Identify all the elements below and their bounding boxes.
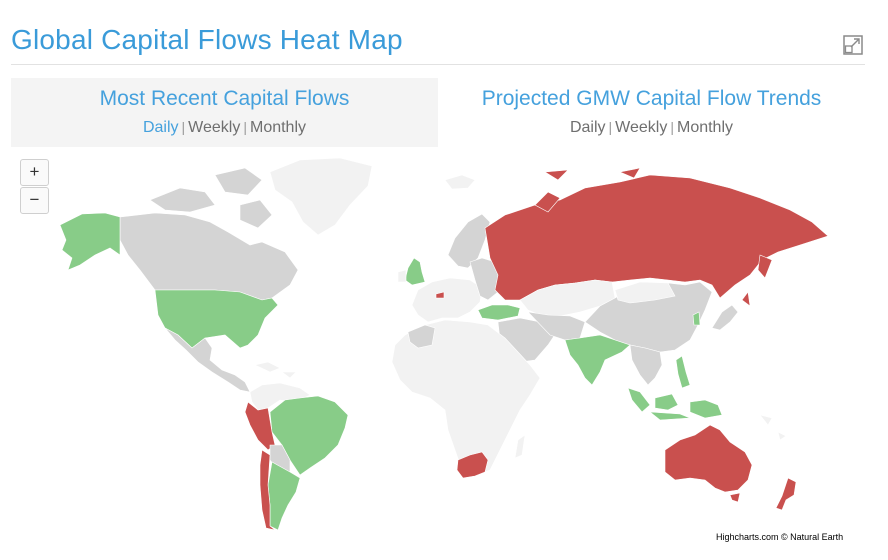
zoom-out-button[interactable]: − [20,187,49,214]
country-australia[interactable] [664,424,753,493]
country-caribbean[interactable] [254,361,297,379]
country-korea[interactable] [692,311,701,326]
country-alaska[interactable] [59,212,121,271]
country-switzerland[interactable] [435,291,445,299]
country-russia-islands[interactable] [534,167,641,213]
fullscreen-icon[interactable] [843,35,863,55]
country-iceland[interactable] [444,174,476,190]
period-daily[interactable]: Daily [569,119,606,136]
tab-most-recent-capital-flows[interactable]: Most Recent Capital Flows Daily | Weekly | M… [11,78,438,147]
map-credits[interactable]: Highcharts.com © Natural Earth [716,532,844,542]
country-japan[interactable] [711,304,739,331]
zoom-in-button[interactable]: + [20,159,49,186]
period-daily[interactable]: Daily [142,119,179,136]
country-indonesia[interactable] [627,387,723,421]
country-western-europe[interactable] [411,277,483,323]
period-weekly[interactable]: Weekly [188,119,241,136]
country-russia-east[interactable] [741,254,773,307]
country-india[interactable] [564,334,631,386]
period-weekly[interactable]: Weekly [615,119,668,136]
country-africa[interactable] [391,319,541,476]
separator: | [608,119,613,135]
country-north-africa[interactable] [407,324,436,349]
separator: | [670,119,674,135]
tab-title[interactable]: Projected GMW Capital Flow Trends [481,87,822,110]
country-iran[interactable] [527,311,586,341]
country-madagascar[interactable] [514,434,526,459]
country-turkey[interactable] [477,304,521,321]
country-south-africa[interactable] [456,451,489,479]
country-mexico[interactable] [164,327,251,393]
country-mongolia[interactable] [614,281,676,304]
period-selector: Daily | Weekly | Monthly [438,119,865,137]
separator: | [243,119,247,135]
country-chile[interactable] [259,449,276,531]
country-new-zealand[interactable] [775,477,797,511]
period-selector: Daily | Weekly | Monthly [11,119,438,137]
country-southeast-asia[interactable] [629,344,663,386]
separator: | [181,119,186,135]
country-canada[interactable] [119,212,299,301]
period-monthly[interactable]: Monthly [249,119,307,136]
country-pacific-islands[interactable] [759,414,787,441]
period-monthly[interactable]: Monthly [676,119,734,136]
tab-projected-gmw-trends[interactable]: Projected GMW Capital Flow Trends Daily |… [438,78,865,147]
country-russia[interactable] [484,174,829,301]
country-canada-arctic[interactable] [149,167,273,229]
page-title: Global Capital Flows Heat Map [11,24,403,55]
country-united-kingdom[interactable] [404,257,426,286]
country-tasmania[interactable] [729,492,741,503]
tab-title[interactable]: Most Recent Capital Flows [99,87,350,110]
world-map[interactable] [0,150,888,550]
header-divider [11,64,865,65]
country-philippines[interactable] [675,355,691,389]
country-ireland[interactable] [397,269,407,283]
country-greenland[interactable] [269,157,373,236]
country-argentina[interactable] [267,461,301,531]
